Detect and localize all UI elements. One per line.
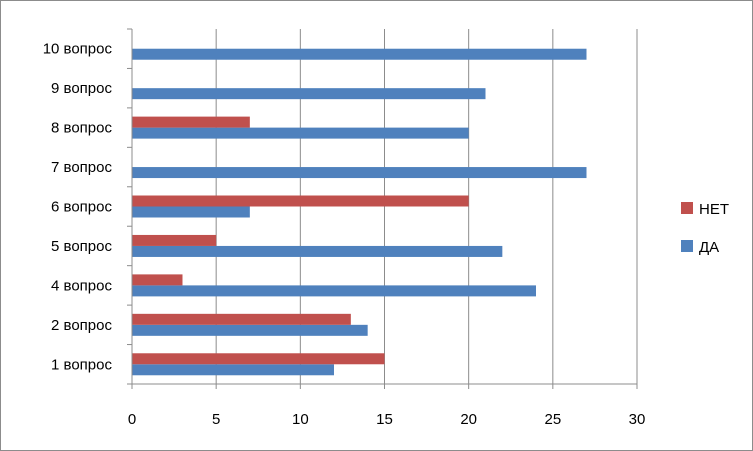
legend: НЕТ ДА: [681, 201, 729, 256]
x-tick-labels: 0 5 10 15 20 25 30: [128, 411, 646, 428]
bar-net-2: [132, 274, 183, 286]
legend-swatch-0: [681, 202, 693, 214]
x-tick-label-6: 30: [629, 411, 646, 428]
bar-net-3: [132, 234, 217, 246]
bar-da-7: [132, 88, 486, 100]
x-tick-label-5: 25: [544, 411, 561, 428]
x-tick-label-2: 10: [292, 411, 309, 428]
x-tick-label-0: 0: [128, 411, 136, 428]
bar-da-6: [132, 127, 469, 139]
category-label-0: 1 вопрос: [51, 356, 112, 373]
bar-da-2: [132, 285, 536, 297]
legend-swatch-1: [681, 240, 693, 252]
legend-label-1: ДА: [699, 239, 719, 256]
category-label-8: 10 вопрос: [43, 41, 113, 58]
x-tick-label-4: 20: [460, 411, 477, 428]
bar-da-4: [132, 206, 250, 218]
x-tick-label-1: 5: [212, 411, 220, 428]
category-label-6: 8 вопрос: [51, 120, 112, 137]
category-labels: 1 вопрос 2 вопрос 4 вопрос 5 вопрос 6 вопрос…: [43, 41, 113, 374]
bar-da-3: [132, 245, 503, 257]
category-label-4: 6 вопрос: [51, 199, 112, 216]
category-label-3: 5 вопрос: [51, 238, 112, 255]
category-label-7: 9 вопрос: [51, 80, 112, 97]
bar-da-0: [132, 364, 334, 376]
x-tick-label-3: 15: [376, 411, 393, 428]
bar-net-6: [132, 116, 250, 128]
bar-da-5: [132, 167, 587, 179]
bar-net-0: [132, 353, 385, 365]
category-label-2: 4 вопрос: [51, 277, 112, 294]
category-label-5: 7 вопрос: [51, 159, 112, 176]
bar-net-1: [132, 313, 351, 325]
bars: [132, 48, 587, 376]
bar-da-8: [132, 48, 587, 60]
legend-label-0: НЕТ: [699, 201, 729, 218]
bar-da-1: [132, 324, 368, 336]
axes: [127, 28, 638, 389]
category-label-1: 2 вопрос: [51, 317, 112, 334]
bar-net-4: [132, 195, 469, 207]
